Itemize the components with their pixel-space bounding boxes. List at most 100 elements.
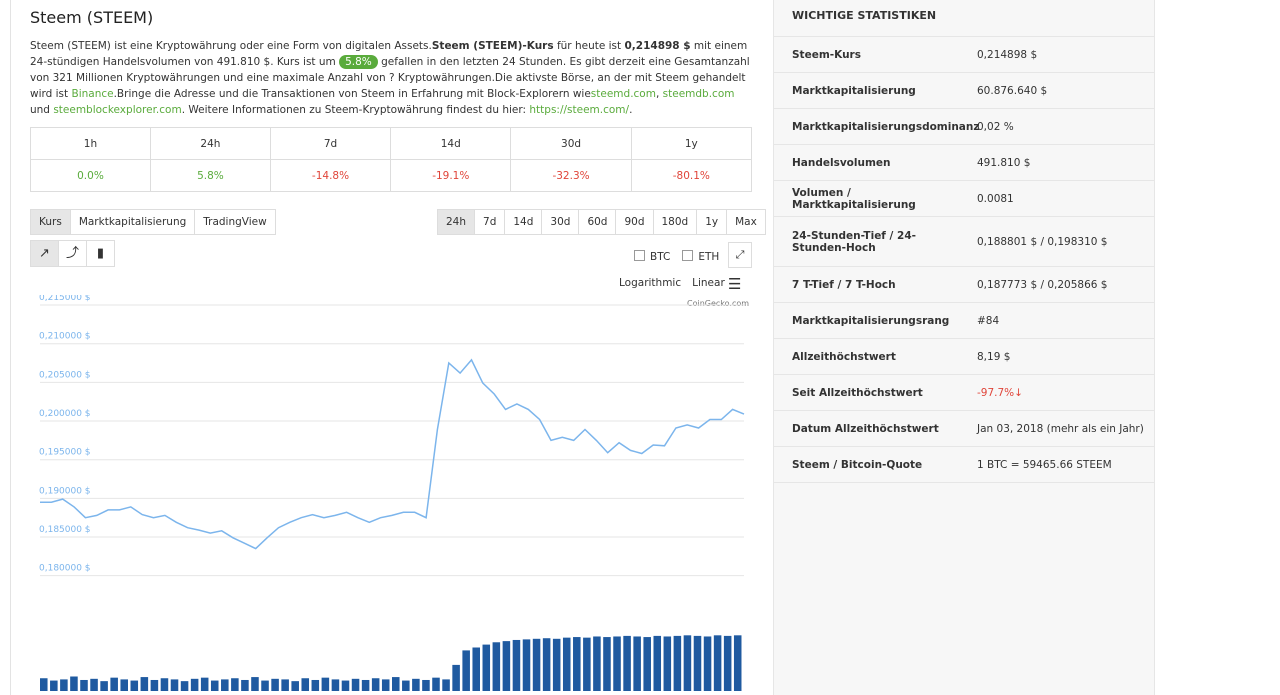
period: 30d xyxy=(510,127,632,160)
range[interactable]: 90d xyxy=(616,210,654,234)
stat-label: Handelsvolumen xyxy=(792,156,891,169)
volume-bar xyxy=(643,637,651,691)
stat-row: Steem / Bitcoin-Quote 1 BTC = 59465.66 ST… xyxy=(774,447,1154,483)
volume-bar xyxy=(542,638,551,691)
volume-bar xyxy=(80,679,88,691)
volume-bar xyxy=(693,635,702,691)
fullscreen[interactable]: ⤢ xyxy=(728,242,752,268)
stat-value: Jan 03, 2018 (mehr als ein Jahr) xyxy=(977,422,1144,435)
link[interactable]: steemd.com xyxy=(590,88,656,100)
volume-bar xyxy=(110,677,118,691)
volume-bar xyxy=(271,678,279,691)
stat-label: Marktkapitalisierungsrang xyxy=(792,314,950,327)
link[interactable]: steemblockexplorer.com xyxy=(53,104,182,116)
volume-bar xyxy=(130,680,139,691)
volume-bar xyxy=(140,677,149,691)
volume-bar xyxy=(261,680,269,691)
volume-bar xyxy=(522,639,531,691)
y-tick-label: 0,205000 $ xyxy=(39,370,91,380)
stat-row: Marktkapitalisierungsdominanz 0,02 % xyxy=(774,109,1154,145)
range[interactable]: 14d xyxy=(505,210,543,234)
menu[interactable]: ☰ xyxy=(728,275,742,293)
compare-option[interactable]: ETH xyxy=(682,250,719,263)
volume-bar xyxy=(723,635,732,691)
stat-row: 7 T-Tief / 7 T-Hoch 0,187773 $ / 0,205866… xyxy=(774,267,1154,303)
line-icon[interactable]: ↗ xyxy=(31,241,59,266)
volume-bar xyxy=(241,679,249,691)
range[interactable]: 60d xyxy=(579,210,617,234)
text: gefallen in den letzten 24 Stunden. Es g… xyxy=(30,56,750,100)
stat-value: #84 xyxy=(977,314,1000,327)
range[interactable]: 24h xyxy=(438,210,476,234)
volume-bar xyxy=(623,635,631,691)
down-arrow: ↓ xyxy=(1014,386,1023,399)
stat-value: 0,02 % xyxy=(977,120,1014,133)
volume-bar xyxy=(462,650,470,691)
change: -80.1% xyxy=(630,159,753,192)
link[interactable]: steemdb.com xyxy=(662,88,735,100)
volume-bar xyxy=(442,679,450,691)
volume-bar xyxy=(160,678,169,691)
range[interactable]: 7d xyxy=(475,210,506,234)
candle-icon[interactable]: ▮ xyxy=(96,246,105,261)
volume-bar xyxy=(371,678,380,691)
change: 5.8% xyxy=(149,159,271,192)
stat-label: Marktkapitalisierung xyxy=(792,84,916,97)
tab[interactable]: TradingView xyxy=(203,216,267,228)
volume-bar xyxy=(492,642,501,691)
tab[interactable]: Kurs xyxy=(31,210,71,234)
stats-title: WICHTIGE STATISTIKEN xyxy=(774,0,1154,37)
compare-option[interactable]: BTC xyxy=(634,250,670,263)
volume-bar xyxy=(311,679,320,691)
volume-bar xyxy=(281,679,289,691)
link[interactable]: https://steem.com/ xyxy=(529,104,630,116)
scale-option[interactable]: Linear xyxy=(692,277,725,289)
period: 1h xyxy=(30,127,151,160)
volume-bar xyxy=(633,636,641,691)
volume-bar xyxy=(90,678,98,691)
ranges: 24h 7d 14d 30d 60d 90d 180d 1y Max xyxy=(437,209,766,235)
chart-style: ↗ ⤴ ▮ xyxy=(30,240,115,267)
period: 7d xyxy=(269,127,392,160)
text: Steem (STEEM) ist eine Kryptowährung ode… xyxy=(30,40,432,52)
change: -14.8% xyxy=(269,159,392,192)
volume-bar xyxy=(180,681,189,691)
stat-row: Steem-Kurs 0,214898 $ xyxy=(774,37,1154,73)
volume-bar xyxy=(583,637,591,691)
stat-row: Allzeithöchstwert 8,19 $ xyxy=(774,339,1154,375)
scale-option[interactable]: Logarithmic xyxy=(619,277,682,289)
range[interactable]: 180d xyxy=(654,210,698,234)
credit: CoinGecko.com xyxy=(687,299,750,308)
y-tick-label: 0,200000 $ xyxy=(39,409,91,419)
volume-bar xyxy=(472,647,480,691)
area-icon[interactable]: ⤴ xyxy=(59,241,87,266)
stat-row: Datum Allzeithöchstwert Jan 03, 2018 (meh… xyxy=(774,411,1154,447)
tab[interactable]: Marktkapitalisierung xyxy=(71,210,196,234)
volume-bar xyxy=(231,678,239,691)
volume-bar xyxy=(170,679,179,691)
change-badge: 5.8% xyxy=(339,55,378,69)
volume-bar xyxy=(100,681,108,691)
performance-table: 1h 24h 7d 14d 30d 1y 0.0% 5.8% -14.8% -19.1% -32.3… xyxy=(30,127,753,192)
volume-bar xyxy=(613,636,621,691)
volume-bar xyxy=(512,639,521,691)
change: -32.3% xyxy=(510,159,632,192)
volume-bar xyxy=(392,677,400,691)
stat-value: -97.7%↓ xyxy=(977,386,1023,399)
volume-bar xyxy=(60,679,68,691)
tabs: Kurs Marktkapitalisierung TradingView xyxy=(30,209,276,235)
volume-bar xyxy=(120,679,128,691)
range[interactable]: 30d xyxy=(542,210,580,234)
volume-bar xyxy=(653,635,662,691)
range[interactable]: Max xyxy=(735,216,757,228)
volume-bar xyxy=(452,664,460,691)
volume-bar xyxy=(341,680,350,691)
range[interactable]: 1y xyxy=(697,210,728,234)
text: und xyxy=(30,104,54,116)
stat-value: 0.0081 xyxy=(977,192,1014,205)
link[interactable]: Binance xyxy=(71,88,114,100)
text: mit einem 24-stündigen Handelsvolumen vo… xyxy=(30,40,748,68)
stat-value: 491.810 $ xyxy=(977,156,1031,169)
volume-bar xyxy=(532,638,541,691)
